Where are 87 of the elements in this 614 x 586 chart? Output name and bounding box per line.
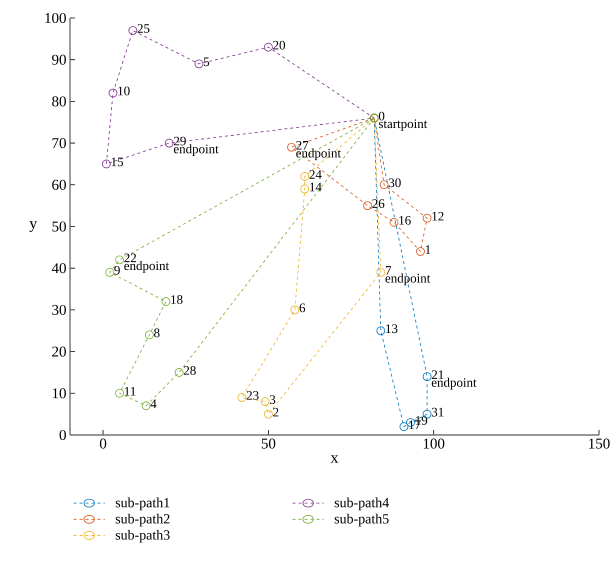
y-tick-label: 100	[45, 12, 66, 24]
y-tick-label: 20	[52, 346, 66, 357]
legend-label: sub-path4	[334, 498, 389, 510]
annotation: 12	[432, 212, 444, 220]
legend-label: sub-path2	[116, 514, 170, 526]
annotation: 11	[124, 387, 136, 396]
annotation: 6	[300, 304, 306, 312]
annotation: 16	[399, 216, 411, 225]
annotation: 20	[273, 40, 286, 50]
annotation: 3	[270, 395, 276, 404]
annotation: endpoint	[174, 144, 219, 156]
annotation: endpoint	[124, 260, 170, 273]
annotation: 31	[432, 408, 444, 416]
y-axis-title: y	[29, 221, 38, 232]
x-tick-label: 100	[424, 438, 444, 449]
annotation: 9	[114, 266, 120, 275]
point	[194, 59, 204, 68]
annotation: 23	[246, 391, 259, 400]
y-tick-label: 80	[52, 96, 66, 106]
annotation: 25	[138, 24, 150, 33]
point	[380, 180, 388, 190]
point	[115, 255, 124, 264]
point	[300, 184, 310, 194]
point	[390, 218, 398, 227]
annotation: 24	[310, 170, 322, 179]
point	[108, 88, 118, 98]
annotation: 27	[296, 140, 308, 150]
point	[102, 160, 111, 168]
annotation: 5	[204, 58, 210, 66]
y-tick-label: 40	[52, 263, 66, 274]
y-tick-label: 70	[52, 138, 66, 148]
point	[400, 422, 408, 432]
point	[128, 26, 138, 35]
point	[115, 388, 124, 398]
point	[264, 410, 273, 419]
point	[300, 172, 310, 181]
point	[363, 201, 372, 210]
annotation: 4	[150, 400, 157, 408]
annotation: 15	[112, 158, 124, 166]
annotation: 22	[124, 254, 136, 262]
point	[105, 268, 114, 277]
x-tick-label: 50	[262, 438, 276, 449]
legend-label: sub-path5	[334, 514, 389, 526]
annotation: 26	[372, 199, 384, 208]
point	[422, 214, 432, 223]
point	[422, 372, 432, 382]
point	[161, 297, 170, 306]
point	[287, 142, 296, 152]
legend-label: sub-path3	[116, 530, 170, 543]
annotation: startpoint	[378, 119, 428, 131]
point	[142, 401, 150, 410]
annotation: 2	[273, 408, 278, 416]
annotation: 7	[386, 266, 392, 275]
y-tick-label: 60	[52, 180, 66, 190]
annotation: endpoint	[432, 378, 477, 390]
point	[290, 305, 300, 314]
annotation: endpoint	[385, 273, 430, 286]
point	[264, 42, 273, 52]
point	[260, 397, 270, 406]
y-tick-label: 10	[52, 388, 66, 398]
annotation: 0	[378, 112, 384, 120]
point	[416, 247, 425, 256]
x-tick-label: 150	[589, 438, 610, 449]
y-tick-label: 90	[52, 54, 66, 65]
point	[376, 268, 386, 277]
annotation: 30	[388, 178, 401, 188]
point	[376, 326, 386, 336]
annotation: 18	[171, 295, 183, 304]
annotation: 10	[118, 86, 130, 96]
y-tick-label: 0	[60, 430, 66, 440]
y-tick-label: 50	[52, 221, 66, 232]
annotation: 21	[432, 370, 444, 379]
point	[144, 330, 154, 340]
annotation: 29	[174, 136, 186, 146]
point	[164, 138, 174, 148]
point	[238, 393, 246, 402]
annotation: 28	[184, 366, 196, 375]
point	[174, 368, 184, 377]
annotation: 1	[426, 245, 430, 254]
y-tick-label: 30	[52, 304, 66, 315]
x-axis-title: x	[330, 455, 338, 463]
annotation: 13	[386, 324, 398, 334]
legend-label: sub-path1	[116, 498, 170, 510]
annotation: 14	[310, 182, 322, 192]
annotation: 8	[154, 328, 160, 338]
annotation: endpoint	[296, 148, 341, 160]
x-tick-label: 0	[100, 438, 106, 449]
